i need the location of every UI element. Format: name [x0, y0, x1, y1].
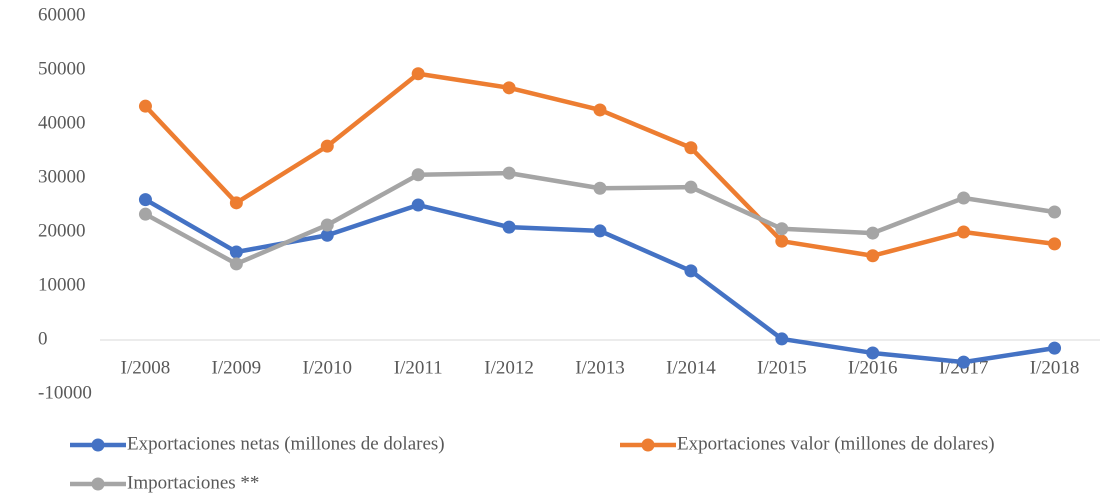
legend-label: Importaciones **	[127, 472, 259, 493]
point	[411, 168, 425, 182]
x-tick-label: I/2011	[394, 357, 443, 378]
point	[502, 220, 516, 234]
point	[866, 346, 880, 360]
series-line	[144, 197, 1055, 365]
y-tick-label: 30000	[38, 166, 86, 187]
legend-marker	[641, 438, 655, 452]
point	[957, 355, 971, 369]
point	[320, 139, 334, 153]
point	[320, 228, 334, 242]
point	[957, 191, 971, 205]
point	[684, 180, 698, 194]
x-tick-label: I/2018	[1030, 357, 1080, 378]
y-tick-label: 0	[38, 328, 48, 349]
x-tick-label: I/2016	[848, 357, 898, 378]
y-tick-label: 40000	[38, 112, 86, 133]
point	[411, 67, 425, 81]
point	[775, 332, 789, 346]
point	[593, 103, 607, 117]
legend-marker	[91, 438, 105, 452]
point	[593, 224, 607, 238]
point	[684, 264, 698, 278]
point	[411, 198, 425, 212]
x-tick-label: I/2015	[757, 357, 807, 378]
point	[229, 245, 243, 259]
point	[229, 257, 243, 271]
point	[957, 225, 971, 239]
x-tick-label: I/2012	[484, 357, 534, 378]
point	[138, 193, 152, 207]
point	[138, 99, 152, 113]
point	[866, 249, 880, 263]
point	[775, 234, 789, 248]
point	[866, 226, 880, 240]
point	[1048, 205, 1062, 219]
y-tick-label: 60000	[38, 4, 86, 25]
point	[502, 166, 516, 180]
point	[138, 207, 152, 221]
y-tick-label: 50000	[38, 58, 86, 79]
y-tick-label: -10000	[38, 382, 92, 403]
legend-marker	[91, 477, 105, 491]
x-tick-label: I/2013	[575, 357, 625, 378]
x-tick-label: I/2009	[212, 357, 262, 378]
x-tick-label: I/2008	[121, 357, 171, 378]
y-tick-label: 10000	[38, 274, 86, 295]
point	[320, 218, 334, 232]
x-tick-label: I/2010	[302, 357, 352, 378]
point	[1048, 237, 1062, 251]
point	[229, 196, 243, 210]
y-tick-label: 20000	[38, 220, 86, 241]
legend-label: Exportaciones valor (millones de dolares…	[677, 433, 995, 454]
point	[775, 222, 789, 236]
point	[593, 181, 607, 195]
point	[684, 141, 698, 155]
x-tick-label: I/2014	[666, 357, 716, 378]
point	[502, 81, 516, 95]
legend-label: Exportaciones netas (millones de dolares…	[127, 433, 445, 454]
point	[1048, 341, 1062, 355]
